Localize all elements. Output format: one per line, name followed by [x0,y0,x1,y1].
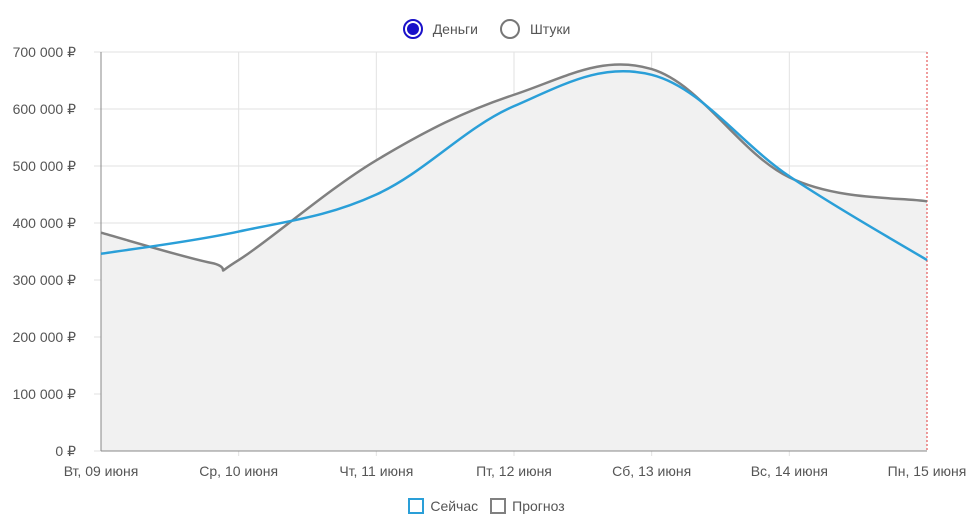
radio-pieces-circle-icon [499,19,520,39]
series-line-forecast [100,63,928,272]
x-tick-label: Вс, 14 июня [751,463,828,479]
x-tick-label: Пт, 12 июня [476,463,552,479]
radio-dot-icon [406,23,419,35]
x-tick-label: Сб, 13 июня [612,463,691,479]
legend-label-now: Сейчас [430,498,479,514]
radio-pieces[interactable]: Штуки [499,19,571,39]
legend-swatch-now-icon [408,498,425,514]
x-tick-label: Ср, 10 июня [199,463,278,479]
series-line-now [100,69,928,262]
legend-item-forecast[interactable]: Прогноз [490,498,565,514]
y-tick-label: 600 000 ₽ [13,101,76,117]
y-tick-label: 200 000 ₽ [13,329,76,345]
y-tick-label: 300 000 ₽ [13,272,76,288]
legend-label-forecast: Прогноз [512,498,565,514]
radio-pieces-label: Штуки [529,21,571,37]
x-tick-label: Пн, 15 июня [888,463,967,479]
radio-money-circle-icon [402,19,423,39]
radio-money-label: Деньги [432,21,478,37]
y-tick-label: 400 000 ₽ [13,215,76,231]
sales-chart: 0 ₽ 100 000 ₽ 200 000 ₽ 300 000 ₽ 400 000 ₽ 5… [13,44,967,479]
forecast-area [101,64,927,452]
chart-legend: Сейчас Прогноз [0,498,973,514]
radio-money[interactable]: Деньги [402,19,478,39]
legend-item-now[interactable]: Сейчас [408,498,478,514]
y-tick-label: 500 000 ₽ [13,158,76,174]
y-tick-label: 700 000 ₽ [13,44,76,60]
x-tick-label: Вт, 09 июня [64,463,139,479]
legend-swatch-forecast-icon [490,498,507,514]
metric-toggle: Деньги Штуки [0,14,973,44]
y-tick-label: 0 ₽ [55,443,76,459]
x-tick-label: Чт, 11 июня [339,463,413,479]
y-tick-label: 100 000 ₽ [13,386,76,402]
